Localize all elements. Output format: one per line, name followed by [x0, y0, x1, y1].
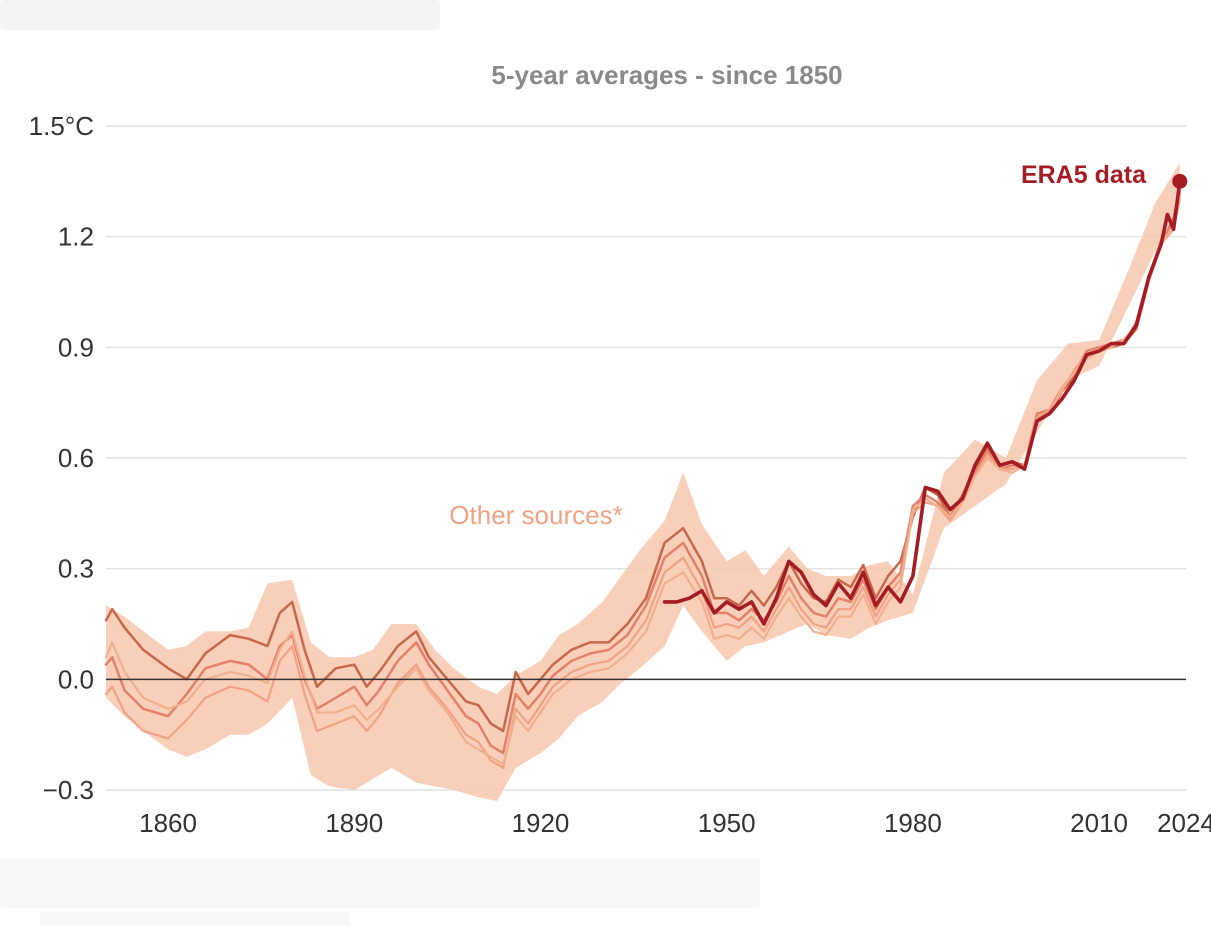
y-tick-label: 0.6 [58, 443, 94, 473]
other-sources-label: Other sources* [449, 500, 622, 530]
series-group [104, 179, 1182, 769]
y-tick-label: 0.9 [58, 332, 94, 362]
y-tick-label: 0.0 [58, 664, 94, 694]
era5-label: ERA5 data [1021, 161, 1147, 189]
y-tick-labels: 1.5°C 1.2 0.9 0.6 0.3 0.0 −0.3 [29, 111, 94, 805]
x-tick-label: 1950 [698, 808, 756, 838]
y-tick-label: 1.2 [58, 222, 94, 252]
era5-latest-point [1172, 173, 1188, 189]
x-tick-labels: 1860 1890 1920 1950 1980 2010 2024 [139, 808, 1211, 838]
y-tick-label: 0.3 [58, 554, 94, 584]
era5-line [662, 179, 1182, 626]
x-tick-label: 2024 [1157, 808, 1211, 838]
x-tick-label: 1980 [884, 808, 942, 838]
grid-lines [106, 125, 1186, 791]
faded-footer-bar [0, 858, 760, 908]
faded-footer-line [40, 912, 350, 926]
x-tick-label: 2010 [1070, 808, 1128, 838]
chart-title: 5-year averages - since 1850 [491, 60, 842, 90]
x-tick-label: 1890 [325, 808, 383, 838]
y-tick-label: 1.5°C [29, 111, 94, 141]
y-tick-label: −0.3 [43, 775, 94, 805]
x-tick-label: 1920 [512, 808, 570, 838]
other-sources-band [106, 162, 1180, 802]
other-sources-band-group [106, 162, 1180, 802]
x-tick-label: 1860 [139, 808, 197, 838]
faded-top-bar [0, 0, 440, 30]
